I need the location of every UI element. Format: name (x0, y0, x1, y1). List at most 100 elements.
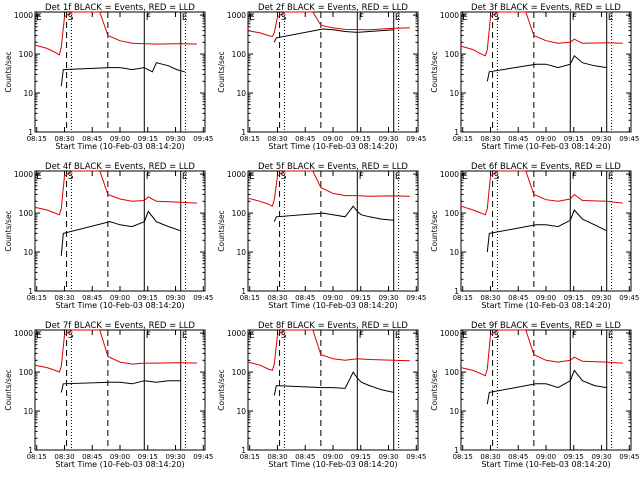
x-tick-label: 08:45 (508, 294, 528, 302)
x-tick-label: 09:00 (110, 453, 130, 461)
lld-series-line (34, 170, 197, 216)
time-marker-label: E (608, 13, 614, 23)
time-marker-label: E (462, 13, 468, 23)
y-tick-label: 10 (449, 407, 459, 416)
x-tick-label: 09:45 (193, 453, 213, 461)
detector-panel: Det 2f BLACK = Events, RED = LLD 1 10 100 10… (217, 3, 426, 151)
y-axis-label: Counts/sec (430, 369, 439, 410)
y-tick-label: 1000 (440, 329, 459, 338)
x-tick-label: 08:30 (480, 135, 500, 143)
y-tick-label: 1000 (14, 11, 33, 20)
x-tick-label: 08:45 (295, 135, 315, 143)
time-marker-label: F (146, 172, 151, 182)
time-marker-label: F (572, 172, 577, 182)
x-tick-label: 09:45 (406, 294, 426, 302)
time-marker-label: S (68, 13, 74, 23)
y-tick-label: 10 (236, 89, 246, 98)
x-axis-label: Start Time (10-Feb-03 08:14:20) (268, 301, 397, 310)
x-tick-label: 09:15 (138, 453, 158, 461)
y-tick-label: 100 (19, 368, 34, 377)
detector-panel: Det 3f BLACK = Events, RED = LLD 1 10 100 10… (430, 3, 639, 151)
y-tick-label: 10 (449, 89, 459, 98)
y-tick-label: 1 (28, 128, 33, 137)
y-tick-label: 1 (241, 287, 246, 296)
x-tick-label: 09:15 (351, 294, 371, 302)
y-tick-label: 1000 (440, 11, 459, 20)
x-tick-label: 08:15 (240, 135, 260, 143)
events-series-line (486, 209, 607, 253)
x-tick-label: 08:15 (27, 294, 47, 302)
panel-title: Det 8f BLACK = Events, RED = LLD (258, 321, 408, 331)
plot-frame (247, 170, 419, 292)
time-marker-label: E (462, 172, 468, 182)
plot-frame (34, 329, 206, 451)
panel-title: Det 5f BLACK = Events, RED = LLD (258, 162, 408, 172)
y-tick-label: 10 (449, 248, 459, 257)
panel-title: Det 3f BLACK = Events, RED = LLD (471, 3, 621, 13)
x-tick-label: 08:45 (508, 453, 528, 461)
x-tick-label: 08:15 (27, 135, 47, 143)
x-tick-label: 09:30 (591, 294, 611, 302)
x-tick-label: 09:00 (536, 453, 556, 461)
lld-series-line (34, 11, 197, 56)
plot-frame (247, 329, 419, 451)
y-tick-label: 1 (454, 446, 459, 455)
x-tick-label: 09:00 (323, 294, 343, 302)
y-tick-label: 10 (236, 407, 246, 416)
x-tick-label: 09:00 (110, 294, 130, 302)
y-tick-label: 100 (232, 209, 247, 218)
x-tick-label: 09:45 (406, 453, 426, 461)
x-tick-label: 08:30 (54, 135, 74, 143)
y-tick-label: 100 (19, 209, 34, 218)
lld-series-line (247, 329, 410, 372)
x-tick-label: 09:30 (165, 294, 185, 302)
lld-series-line (460, 11, 623, 57)
x-tick-label: 09:45 (619, 294, 639, 302)
x-tick-label: 08:45 (295, 294, 315, 302)
events-series-line (486, 369, 607, 405)
time-marker-label: F (359, 172, 364, 182)
y-tick-label: 1000 (14, 329, 33, 338)
x-tick-label: 08:15 (240, 294, 260, 302)
x-axis-label: Start Time (10-Feb-03 08:14:20) (268, 142, 397, 151)
x-tick-label: 09:00 (323, 453, 343, 461)
plot-frame (460, 170, 632, 292)
time-marker-label: E (608, 172, 614, 182)
events-series-line (273, 205, 394, 222)
y-axis-label: Counts/sec (4, 369, 13, 410)
time-marker-label: F (146, 13, 151, 23)
x-tick-label: 08:30 (54, 453, 74, 461)
x-tick-label: 08:30 (480, 294, 500, 302)
y-tick-label: 1 (28, 446, 33, 455)
y-tick-label: 100 (232, 368, 247, 377)
y-axis-label: Counts/sec (430, 51, 439, 92)
x-tick-label: 09:30 (378, 294, 398, 302)
y-tick-label: 100 (232, 50, 247, 59)
y-tick-label: 1 (241, 128, 246, 137)
detector-panel: Det 7f BLACK = Events, RED = LLD 1 10 100 10… (4, 321, 213, 469)
plot-frame (460, 11, 632, 133)
x-tick-label: 08:45 (508, 135, 528, 143)
panel-title: Det 7f BLACK = Events, RED = LLD (45, 321, 195, 331)
y-axis-label: Counts/sec (217, 210, 226, 251)
time-marker-label: S (494, 172, 500, 182)
x-tick-label: 08:45 (82, 135, 102, 143)
plot-frame (34, 11, 206, 133)
plot-frame (34, 170, 206, 292)
events-series-line (273, 371, 394, 396)
x-axis-label: Start Time (10-Feb-03 08:14:20) (55, 460, 184, 469)
y-tick-label: 10 (23, 407, 33, 416)
x-axis-label: Start Time (10-Feb-03 08:14:20) (268, 460, 397, 469)
time-marker-label: S (494, 331, 500, 341)
panel-title: Det 1f BLACK = Events, RED = LLD (45, 3, 195, 13)
y-tick-label: 100 (445, 368, 460, 377)
y-tick-label: 1000 (227, 11, 246, 20)
lld-series-line (247, 170, 410, 207)
x-tick-label: 09:15 (138, 135, 158, 143)
lld-series-line (247, 11, 410, 38)
time-marker-label: E (249, 331, 255, 341)
time-marker-label: F (146, 331, 151, 341)
x-tick-label: 08:15 (453, 453, 473, 461)
time-marker-label: F (572, 331, 577, 341)
x-tick-label: 08:30 (480, 453, 500, 461)
